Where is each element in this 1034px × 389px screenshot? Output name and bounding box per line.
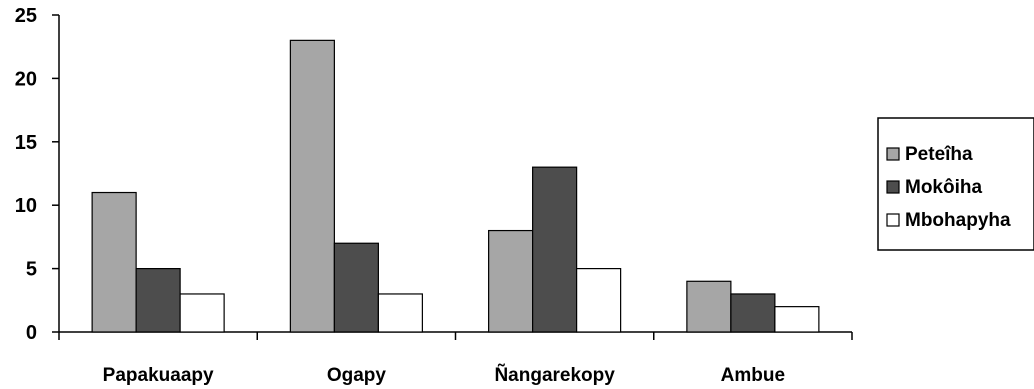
bar-2-3 — [532, 166, 578, 333]
legend-label: Mbohapyha — [905, 210, 1011, 231]
legend-swatch — [886, 213, 900, 227]
bar-1-1 — [91, 191, 137, 333]
bars — [91, 39, 820, 333]
x-category-label: Ogapy — [327, 365, 387, 386]
x-category-label: Papakuaapy — [103, 365, 214, 386]
x-category-label: Ñangarekopy — [494, 364, 615, 386]
legend-label: Peteîha — [905, 144, 973, 165]
bar-3-1 — [179, 293, 225, 333]
bar-3-3 — [576, 268, 622, 333]
legend-swatch — [886, 180, 900, 194]
legend-label: Mokôiha — [905, 177, 982, 198]
y-tick-label: 5 — [26, 259, 37, 281]
y-tick-label: 20 — [15, 68, 37, 90]
legend: Peteîha Mokôiha Mbohapyha — [877, 117, 1034, 251]
legend-swatch — [886, 147, 900, 161]
bar-1-4 — [686, 280, 732, 333]
bar-2-1 — [135, 268, 181, 333]
y-axis: 0 5 10 15 20 25 — [15, 5, 60, 344]
bar-1-3 — [488, 229, 534, 333]
x-axis: Papakuaapy Ogapy Ñangarekopy Ambue — [58, 331, 853, 386]
bar-2-4 — [730, 293, 776, 333]
y-tick-label: 0 — [26, 322, 37, 344]
bar-1-2 — [289, 39, 335, 333]
x-category-label: Ambue — [721, 365, 785, 386]
y-tick-label: 10 — [15, 195, 37, 217]
legend-box — [877, 117, 1034, 251]
bar-3-2 — [377, 293, 423, 333]
y-tick-label: 25 — [15, 5, 37, 27]
y-tick-label: 15 — [15, 132, 37, 154]
bar-3-4 — [774, 306, 820, 333]
bar-2-2 — [333, 242, 379, 333]
